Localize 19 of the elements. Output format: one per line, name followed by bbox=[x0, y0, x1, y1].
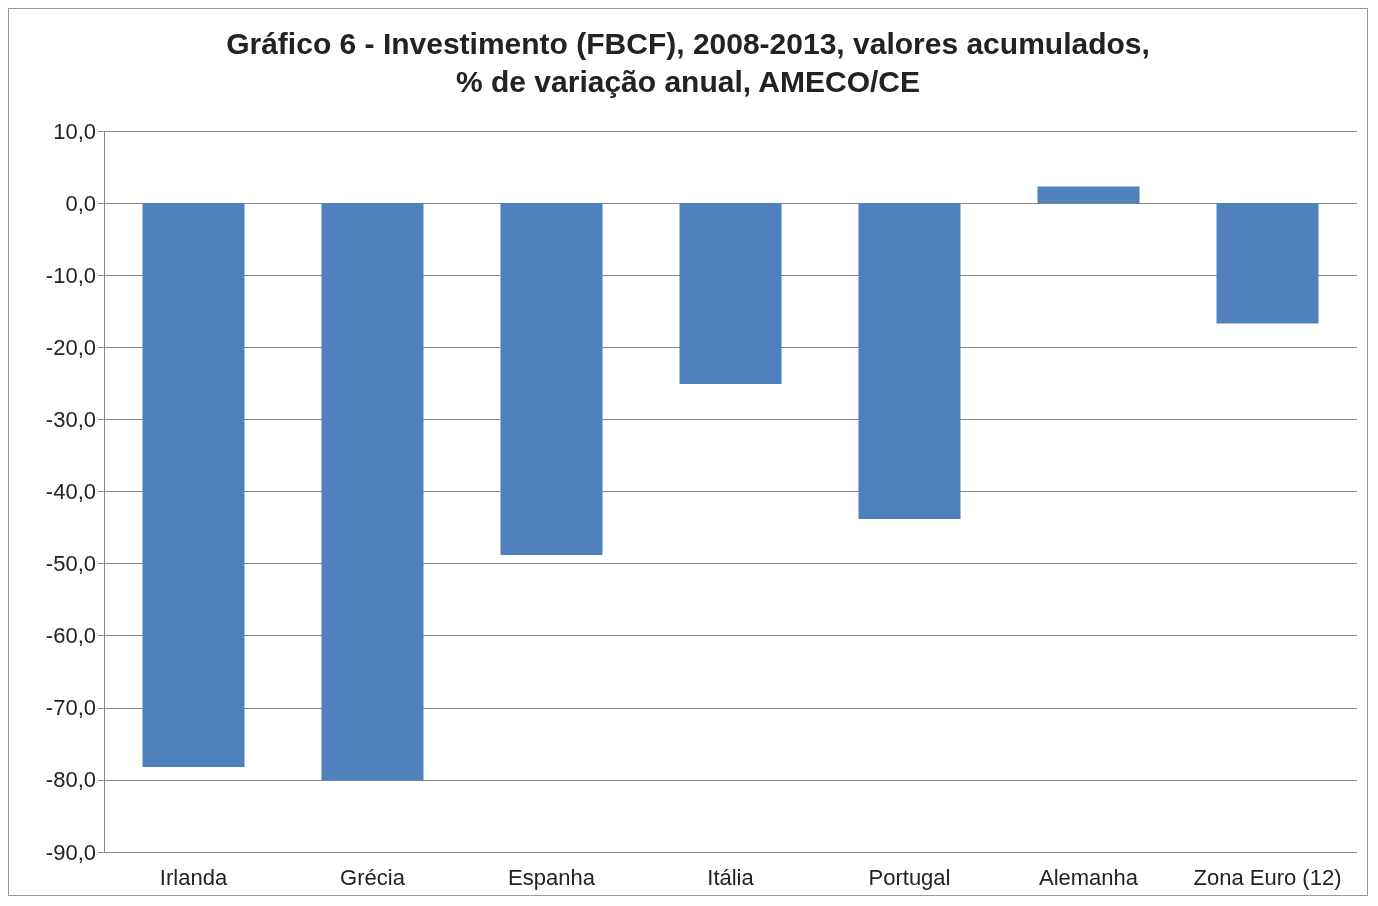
y-tick-label: -50,0 bbox=[45, 551, 96, 577]
y-tick-label: -20,0 bbox=[45, 334, 96, 360]
y-tick-label: 0,0 bbox=[65, 190, 96, 216]
y-tick-label: -80,0 bbox=[45, 767, 96, 793]
x-tick-label: Grécia bbox=[340, 864, 406, 890]
x-tick-label: Espanha bbox=[508, 864, 596, 890]
y-tick-label: -30,0 bbox=[45, 406, 96, 432]
x-tick-label: Itália bbox=[707, 864, 755, 890]
y-tick-label: -40,0 bbox=[45, 479, 96, 504]
x-tick-label: Alemanha bbox=[1038, 864, 1139, 890]
x-tick-label: Irlanda bbox=[159, 864, 228, 890]
y-tick-label: -60,0 bbox=[45, 623, 96, 649]
x-tick-label: Portugal bbox=[868, 864, 951, 890]
x-tick-label: Zona Euro (12) bbox=[1193, 864, 1342, 890]
y-tick-label: -90,0 bbox=[45, 839, 96, 865]
y-tick-label: 10,0 bbox=[53, 118, 96, 144]
y-tick-label: -70,0 bbox=[45, 695, 96, 721]
chart-title: Gráfico 6 - Investimento (FBCF), 2008-2013, valores acumulados, % de variação anual, AMECO/CE bbox=[226, 26, 1150, 98]
y-tick-label: -10,0 bbox=[45, 262, 96, 288]
